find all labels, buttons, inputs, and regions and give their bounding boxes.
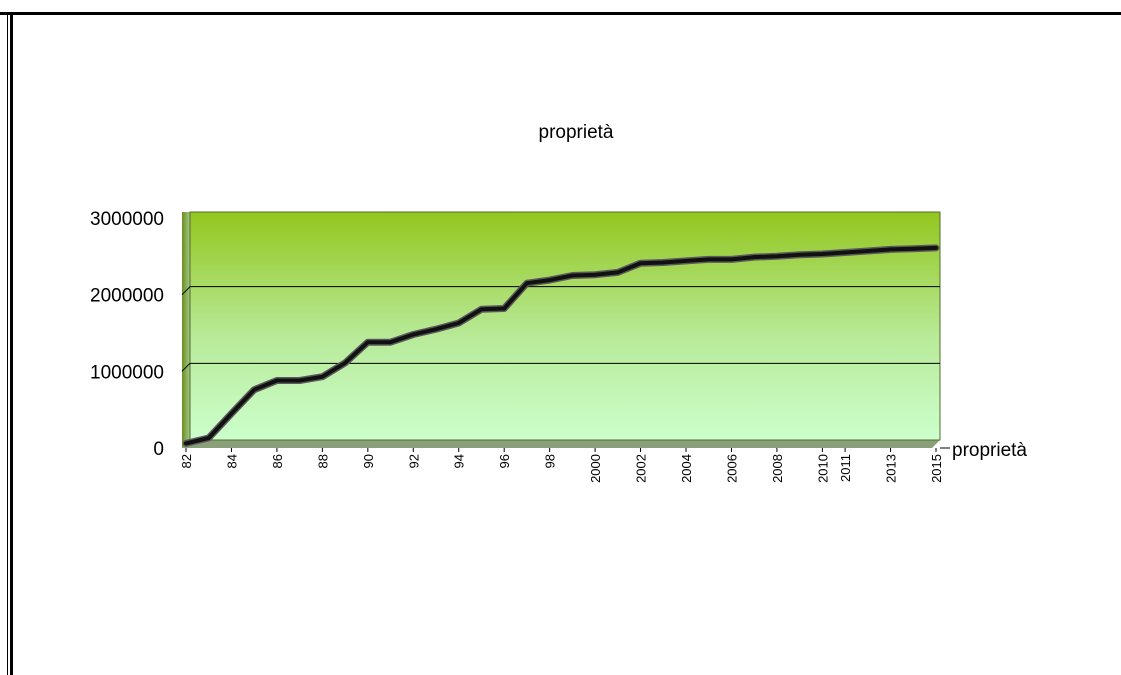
- data-point: [820, 252, 824, 256]
- x-tick-label: 90: [361, 454, 376, 468]
- x-tick-label: 2000: [588, 454, 603, 483]
- x-tick-label: 2010: [815, 454, 830, 483]
- x-axis: 82 84 86 88 90 92 94 96 98 2000 2002 2004 2006 2008 20…: [179, 448, 944, 483]
- x-tick-label: 94: [452, 454, 467, 468]
- x-tick-label: 2004: [679, 454, 694, 483]
- gridline-side: [181, 286, 191, 296]
- x-tick-label: 2011: [838, 454, 853, 482]
- data-point: [911, 247, 915, 251]
- x-tick-label: 92: [406, 454, 421, 468]
- data-point: [639, 261, 643, 265]
- plot-area: [189, 211, 941, 441]
- x-tick-label: 2006: [724, 454, 739, 483]
- data-point: [252, 388, 256, 392]
- data-point: [752, 255, 756, 259]
- x-tick-label: 2002: [634, 454, 649, 483]
- frame-left-border-inner: [10, 12, 13, 675]
- data-point: [866, 249, 870, 253]
- chart-title: proprietà: [539, 122, 614, 143]
- data-point: [934, 246, 938, 250]
- data-point: [207, 436, 211, 440]
- series-group: [182, 244, 940, 447]
- y-axis: 0 1000000 2000000 3000000: [90, 209, 164, 460]
- x-tick-label: 2013: [884, 454, 899, 483]
- data-point: [798, 253, 802, 257]
- plot-side-wall: [182, 212, 190, 448]
- data-point: [729, 257, 733, 261]
- data-point: [479, 307, 483, 311]
- frame-left-border-outer: [7, 12, 8, 675]
- x-tick-label: 88: [315, 454, 330, 468]
- x-tick-label: 82: [179, 454, 194, 468]
- data-point: [457, 321, 461, 325]
- x-tick-label: 84: [224, 454, 239, 468]
- data-point: [389, 340, 393, 344]
- data-point: [343, 361, 347, 365]
- data-point: [184, 441, 188, 445]
- data-point: [525, 281, 529, 285]
- y-tick-label: 0: [153, 439, 164, 460]
- data-point: [843, 251, 847, 254]
- gridlines: [181, 286, 940, 372]
- legend-label: proprietà: [952, 440, 1027, 461]
- data-point: [434, 327, 438, 331]
- data-point: [298, 379, 302, 383]
- data-point: [366, 340, 370, 344]
- data-point: [684, 259, 688, 263]
- y-tick-label: 2000000: [90, 286, 164, 307]
- x-tick-label: 2008: [770, 454, 785, 483]
- gridline-side: [181, 362, 191, 372]
- frame-top-border: [0, 12, 1121, 15]
- data-point: [616, 270, 620, 274]
- x-tick-label: 2015: [929, 454, 944, 483]
- x-tick-label: 86: [270, 454, 285, 468]
- data-point: [707, 257, 711, 261]
- data-point: [411, 333, 415, 337]
- x-tick-label: 98: [543, 454, 558, 468]
- data-point: [320, 375, 324, 379]
- data-point: [502, 306, 506, 310]
- plot-floor: [182, 440, 940, 448]
- data-point: [889, 247, 893, 251]
- y-tick-label: 3000000: [90, 209, 164, 230]
- x-tick-label: 96: [497, 454, 512, 468]
- data-point: [229, 412, 233, 415]
- data-point: [775, 254, 779, 258]
- data-point: [548, 278, 552, 282]
- data-point: [661, 260, 665, 264]
- data-point: [275, 379, 279, 383]
- y-tick-label: 1000000: [90, 362, 164, 383]
- data-point: [570, 274, 574, 277]
- data-point: [593, 273, 597, 277]
- series-line: [184, 245, 938, 446]
